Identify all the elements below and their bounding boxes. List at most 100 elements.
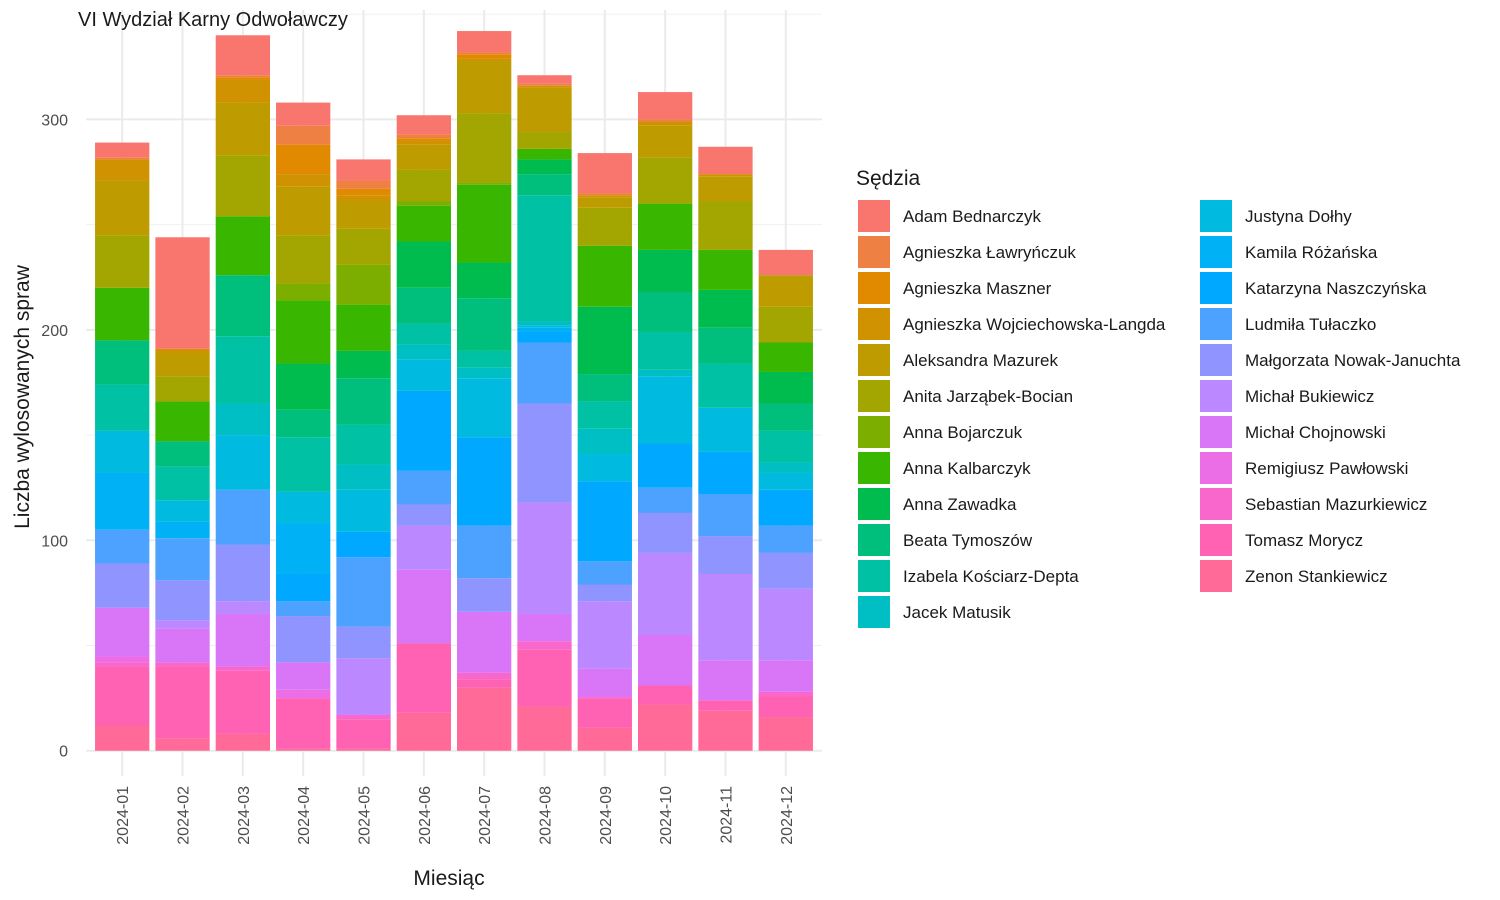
bar-segment xyxy=(517,342,572,404)
bar-segment xyxy=(396,115,451,135)
bar-segment xyxy=(95,287,150,341)
x-tick-label: 2024-02 xyxy=(176,786,193,845)
bar-segment xyxy=(336,626,391,659)
bar-segment xyxy=(758,403,813,431)
bar-segment xyxy=(698,289,753,328)
bar-segment xyxy=(215,489,270,545)
legend-key xyxy=(1200,200,1232,232)
bar-segment xyxy=(517,649,572,707)
bar-segment xyxy=(396,643,451,713)
bar-segment xyxy=(457,184,512,263)
bar-segment xyxy=(276,125,331,145)
legend-item: Kamila Różańska xyxy=(1200,236,1378,268)
bar-segment xyxy=(517,613,572,642)
bar-segment xyxy=(396,344,451,360)
bar-segment xyxy=(155,620,210,629)
bar-segment xyxy=(215,75,270,78)
bar-segment xyxy=(577,668,632,697)
bar-segment xyxy=(517,321,572,326)
bar-segment xyxy=(215,155,270,217)
bar-segment xyxy=(758,489,813,526)
bar-segment xyxy=(276,283,331,301)
legend-label: Jacek Matusik xyxy=(903,603,1011,622)
legend-label: Michał Bukiewicz xyxy=(1245,387,1374,406)
y-tick-label: 300 xyxy=(41,112,68,129)
legend-item: Agnieszka Ławryńczuk xyxy=(858,236,1076,268)
bar-segment xyxy=(95,180,150,236)
bar-segment xyxy=(155,580,210,621)
bar-segment xyxy=(457,52,512,55)
legend-label: Aleksandra Mazurek xyxy=(903,351,1058,370)
legend-item: Anita Jarząbek-Bocian xyxy=(858,380,1073,412)
bar-segment xyxy=(276,523,331,574)
legend-label: Kamila Różańska xyxy=(1245,243,1378,262)
bar-segment xyxy=(215,435,270,490)
bar-segment xyxy=(276,698,331,749)
bar-segment xyxy=(457,182,512,185)
bar-segment xyxy=(638,203,693,250)
legend-item: Michał Chojnowski xyxy=(1200,416,1386,448)
bar-segment xyxy=(638,369,693,377)
bar-segment xyxy=(457,113,512,183)
legend-key xyxy=(858,560,890,592)
bar-segment xyxy=(698,710,753,751)
bar-segment xyxy=(396,525,451,570)
legend-key xyxy=(1200,488,1232,520)
bar-segment xyxy=(336,719,391,749)
legend-label: Remigiusz Pawłowski xyxy=(1245,459,1408,478)
bar-segment xyxy=(336,531,391,558)
bar-segment xyxy=(276,748,331,751)
legend-item: Justyna Dołhy xyxy=(1200,200,1352,232)
bar-segment xyxy=(95,157,150,160)
legend-key xyxy=(1200,560,1232,592)
legend-item: Izabela Kościarz-Depta xyxy=(858,560,1079,592)
bar-segment xyxy=(517,159,572,175)
bar-segment xyxy=(276,363,331,410)
bar-segment xyxy=(95,666,150,726)
bar-segment xyxy=(95,384,150,431)
bar-segment xyxy=(638,685,693,705)
bar-segment xyxy=(577,193,632,196)
legend-item: Tomasz Morycz xyxy=(1200,524,1363,556)
bar-segment xyxy=(758,462,813,473)
bar-segment xyxy=(276,616,331,663)
bar-segment xyxy=(457,367,512,379)
legend-label: Michał Chojnowski xyxy=(1245,423,1386,442)
bar-segment xyxy=(577,401,632,429)
legend-key xyxy=(1200,344,1232,376)
bar-segment xyxy=(95,563,150,608)
bar-segment xyxy=(638,443,693,488)
bar-segment xyxy=(396,134,451,139)
legend-item: Anna Kalbarczyk xyxy=(858,452,1031,484)
bar-segment xyxy=(577,481,632,562)
bar-segment xyxy=(336,658,391,715)
bar-segment xyxy=(638,125,693,158)
x-tick-label: 2024-11 xyxy=(718,786,735,844)
legend-label: Anna Zawadka xyxy=(903,495,1017,514)
x-tick-label: 2024-10 xyxy=(658,786,675,845)
bar-segment xyxy=(336,424,391,465)
bar-segment xyxy=(457,672,512,680)
bar-segment xyxy=(396,504,451,526)
bar-segment xyxy=(396,323,451,345)
bar-segment xyxy=(457,262,512,299)
bar-segment xyxy=(95,656,150,663)
bar-segment xyxy=(276,174,331,187)
bar-segment xyxy=(638,331,693,370)
bar-segment xyxy=(276,144,331,175)
bar-segment xyxy=(698,573,753,661)
bar-segment xyxy=(457,437,512,526)
legend-label: Justyna Dołhy xyxy=(1245,207,1352,226)
bar-segment xyxy=(396,359,451,391)
legend-label: Adam Bednarczyk xyxy=(903,207,1041,226)
bar-segment xyxy=(577,727,632,751)
legend-label: Anna Kalbarczyk xyxy=(903,459,1031,478)
bar-segment xyxy=(758,552,813,589)
legend-item: Beata Tymoszów xyxy=(858,524,1033,556)
legend-item: Aleksandra Mazurek xyxy=(858,344,1058,376)
legend-item: Katarzyna Naszczyńska xyxy=(1200,272,1427,304)
bar-segment xyxy=(215,79,270,103)
bar-segment xyxy=(215,601,270,614)
legend-label: Tomasz Morycz xyxy=(1245,531,1363,550)
legend-key xyxy=(858,452,890,484)
